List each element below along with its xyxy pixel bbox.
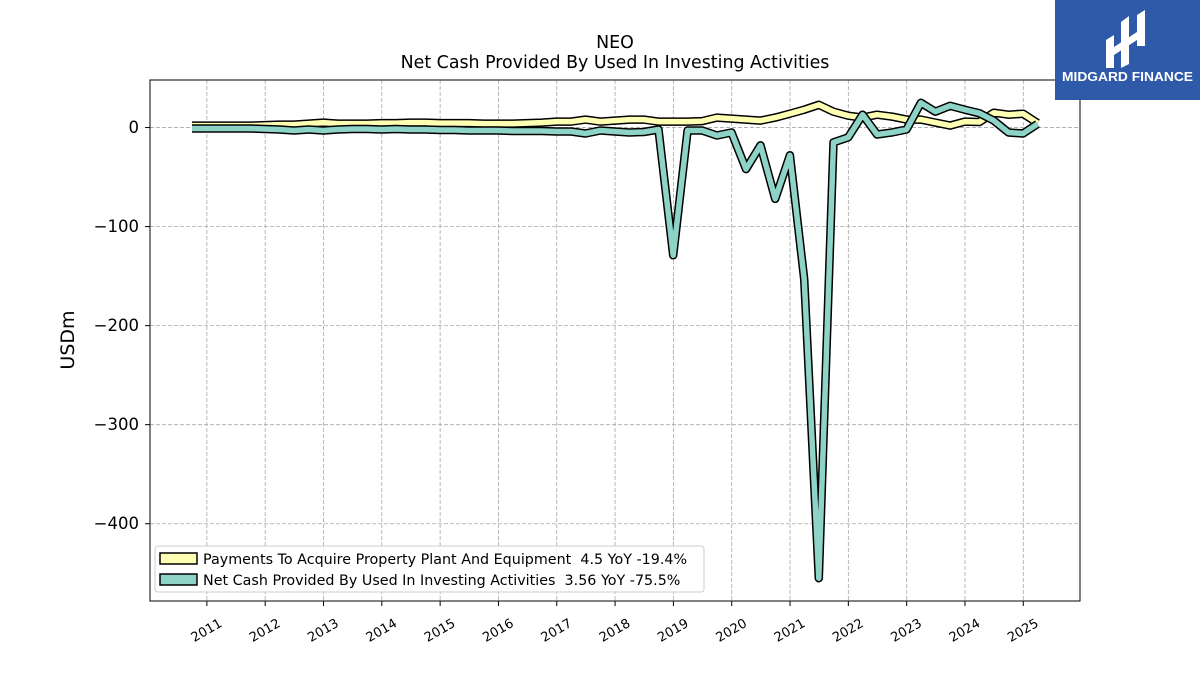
chart-subtitle: Net Cash Provided By Used In Investing A… [401,53,830,73]
y-axis-label: USDm [57,310,79,369]
y-tick-label: −300 [94,415,139,434]
legend-box [154,545,705,593]
legend-label-ppe: Payments To Acquire Property Plant And E… [203,552,687,568]
y-tick-label: −400 [94,514,139,533]
legend: Payments To Acquire Property Plant And E… [154,545,705,593]
series-lines [192,98,1040,583]
series-0-line [192,102,1040,129]
y-tick-label: 0 [129,118,140,137]
y-tick-label: −200 [94,316,139,335]
series-1-line [192,100,1040,581]
logo: MIDGARD FINANCE [1055,0,1200,100]
legend-swatch-ppe [159,552,198,565]
midgard-logo-icon [1106,10,1145,68]
legend-label-investing: Net Cash Provided By Used In Investing A… [203,573,680,589]
y-tick-label: −100 [94,217,139,236]
chart-title: NEO [596,33,634,53]
y-axis: 0 −100 −200 −300 −400 [94,118,150,533]
logo-text: MIDGARD FINANCE [1062,69,1193,84]
legend-swatch-investing [159,573,198,586]
